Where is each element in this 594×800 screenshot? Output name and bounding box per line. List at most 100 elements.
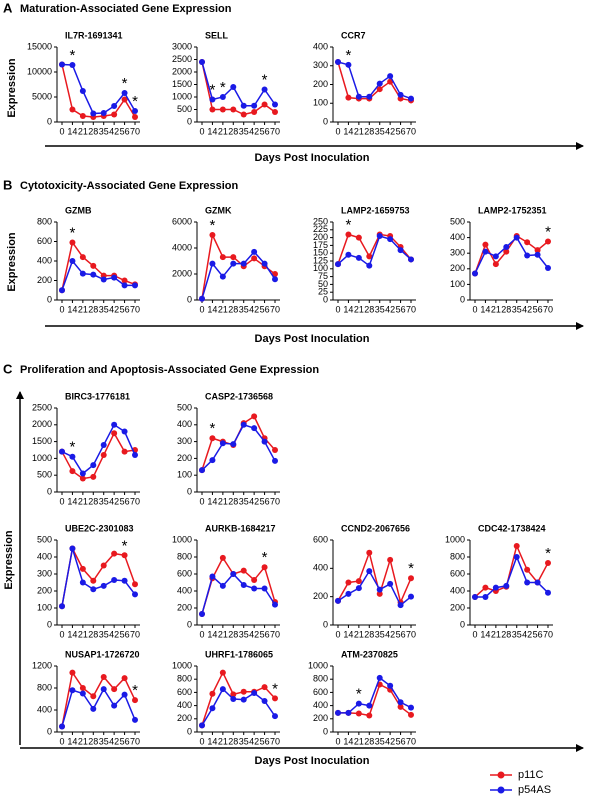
x-tick-label: 42 — [109, 736, 119, 746]
data-point — [79, 579, 86, 586]
y-tick-label: 400 — [313, 700, 328, 710]
y-tick-label: 800 — [313, 674, 328, 684]
data-point — [121, 428, 128, 435]
y-tick-label: 600 — [313, 534, 328, 544]
x-tick-label: 21 — [78, 126, 88, 136]
x-tick-label: 21 — [491, 304, 501, 314]
data-point — [121, 675, 128, 682]
x-tick-label: 56 — [533, 629, 543, 639]
data-point — [69, 453, 76, 460]
data-point — [111, 430, 118, 437]
chart-title: CDC42-1738424 — [478, 523, 546, 533]
x-tick-label: 70 — [543, 629, 553, 639]
y-tick-label: 100 — [37, 602, 52, 612]
data-point — [397, 91, 404, 98]
data-point — [408, 256, 414, 263]
chart-title: GZMB — [65, 205, 92, 215]
data-point — [100, 686, 107, 693]
data-point — [69, 258, 76, 264]
data-point — [121, 277, 128, 284]
data-point — [366, 568, 373, 575]
data-point — [503, 248, 510, 255]
section-letter: A — [3, 0, 13, 15]
data-point — [366, 702, 373, 709]
data-point — [397, 602, 404, 609]
y-tick-label: 200 — [313, 232, 328, 242]
y-tick-label: 0 — [47, 726, 52, 736]
x-tick-label: 56 — [120, 629, 130, 639]
y-tick-label: 400 — [177, 419, 192, 429]
data-point — [219, 554, 226, 561]
data-point — [100, 582, 107, 589]
series-line — [475, 554, 549, 598]
data-point — [397, 703, 404, 710]
y-tick-label: 0 — [323, 294, 328, 304]
y-tick-label: 200 — [450, 263, 465, 273]
y-tick-label: 5000 — [32, 91, 52, 101]
y-tick-label: 1000 — [308, 660, 328, 670]
y-tick-label: 0 — [47, 116, 52, 126]
y-tick-label: 400 — [177, 700, 192, 710]
data-point — [59, 603, 65, 610]
significance-star: * — [262, 549, 268, 566]
data-point — [251, 255, 258, 262]
data-point — [69, 468, 76, 475]
data-point — [121, 96, 128, 103]
x-tick-label: 21 — [78, 304, 88, 314]
x-tick-label: 42 — [385, 126, 395, 136]
data-point — [240, 688, 247, 695]
y-tick-label: 15000 — [27, 41, 52, 51]
x-tick-label: 21 — [354, 736, 364, 746]
x-tick-label: 70 — [130, 126, 140, 136]
y-tick-label: 0 — [323, 116, 328, 126]
y-tick-label: 400 — [313, 41, 328, 51]
data-point — [79, 254, 86, 261]
data-point — [482, 593, 489, 600]
data-point — [376, 674, 383, 681]
x-tick-label: 28 — [88, 126, 98, 136]
data-point — [376, 590, 383, 597]
data-point — [387, 73, 394, 80]
data-point — [209, 96, 216, 103]
y-tick-label: 2000 — [32, 419, 52, 429]
data-point — [492, 584, 499, 591]
data-point — [79, 470, 86, 477]
data-point — [111, 421, 118, 428]
data-point — [79, 475, 86, 482]
y-tick-label: 0 — [187, 116, 192, 126]
x-tick-label: 21 — [78, 629, 88, 639]
chart-title: GZMK — [205, 205, 232, 215]
y-tick-label: 1000 — [32, 453, 52, 463]
data-point — [387, 556, 394, 563]
x-tick-label: 56 — [396, 736, 406, 746]
y-tick-label: 400 — [450, 232, 465, 242]
y-tick-label: 25 — [318, 287, 328, 297]
y-tick-label: 200 — [313, 591, 328, 601]
x-tick-label: 14 — [343, 304, 353, 314]
x-tick-label: 0 — [59, 304, 64, 314]
data-point — [251, 248, 258, 255]
data-point — [492, 253, 499, 260]
legend-label: p11C — [518, 769, 544, 781]
y-tick-label: 0 — [47, 294, 52, 304]
data-point — [240, 567, 247, 574]
x-tick-label: 70 — [270, 736, 280, 746]
x-tick-label: 14 — [207, 304, 217, 314]
x-tick-label: 70 — [130, 629, 140, 639]
x-tick-label: 56 — [396, 629, 406, 639]
x-tick-label: 35 — [512, 629, 522, 639]
x-tick-label: 14 — [480, 304, 490, 314]
y-tick-label: 200 — [37, 275, 52, 285]
y-tick-label: 6000 — [172, 216, 192, 226]
x-tick-label: 56 — [260, 629, 270, 639]
chart-title: CCND2-2067656 — [341, 523, 410, 533]
data-point — [111, 550, 118, 557]
data-point — [534, 247, 541, 254]
y-tick-label: 2500 — [172, 54, 192, 64]
data-point — [240, 421, 247, 428]
data-point — [209, 435, 216, 442]
data-point — [345, 579, 352, 586]
x-tick-label: 35 — [239, 736, 249, 746]
data-point — [219, 273, 226, 280]
y-tick-label: 600 — [313, 687, 328, 697]
